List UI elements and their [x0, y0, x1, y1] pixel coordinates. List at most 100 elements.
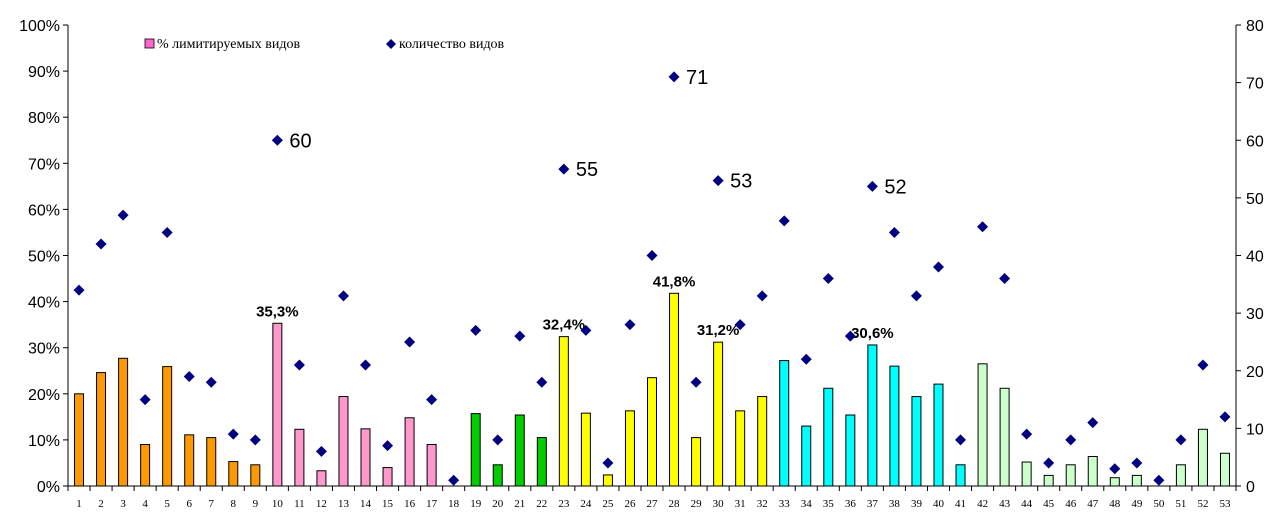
bar	[580, 412, 591, 487]
left-y-tick-label: 90%	[28, 64, 60, 81]
x-tick-label: 47	[1087, 498, 1099, 510]
left-y-tick-label: 40%	[28, 295, 60, 312]
point-marker	[1087, 417, 1099, 429]
x-tick-label: 6	[186, 498, 192, 510]
x-tick-label: 10	[272, 498, 284, 510]
bar	[536, 437, 547, 487]
point-marker	[448, 474, 460, 486]
legend-swatch-bar	[144, 38, 155, 49]
point-marker	[315, 445, 327, 457]
bar	[801, 425, 812, 487]
point-marker	[492, 434, 504, 446]
x-tick-label: 40	[933, 498, 945, 510]
bar-data-label: 32,4%	[543, 317, 586, 334]
point-marker	[1197, 359, 1209, 371]
x-tick-label: 44	[1021, 498, 1033, 510]
x-tick-label: 39	[911, 498, 923, 510]
left-y-tick-label: 70%	[28, 156, 60, 173]
bar	[1175, 464, 1186, 487]
x-tick-label: 38	[889, 498, 901, 510]
bar-data-label: 41,8%	[653, 273, 696, 290]
point-marker	[955, 434, 967, 446]
x-tick-label: 2	[98, 498, 104, 510]
point-marker	[910, 290, 922, 302]
x-tick-label: 35	[823, 498, 835, 510]
point-marker	[470, 324, 482, 336]
legend-label-bar: % лимитируемых видов	[157, 37, 300, 52]
point-marker	[205, 376, 217, 388]
x-tick-label: 42	[977, 498, 988, 510]
x-tick-label: 4	[142, 498, 148, 510]
bar	[96, 372, 107, 487]
x-tick-label: 36	[845, 498, 857, 510]
bar	[426, 444, 437, 487]
x-tick-label: 29	[691, 498, 703, 510]
point-marker	[1131, 457, 1143, 469]
bar	[162, 366, 173, 487]
x-tick-label: 22	[536, 498, 547, 510]
point-marker	[1175, 434, 1187, 446]
point-marker	[558, 163, 570, 175]
x-tick-label: 18	[448, 498, 460, 510]
point-marker	[117, 209, 129, 221]
bar	[669, 292, 680, 487]
bar	[647, 377, 657, 487]
x-tick-label: 13	[338, 498, 350, 510]
x-tick-label: 50	[1153, 498, 1165, 510]
point-marker	[1153, 474, 1165, 486]
x-tick-label: 8	[231, 498, 237, 510]
bar	[492, 464, 503, 487]
legend-label-points: количество видов	[399, 37, 505, 52]
point-marker	[1219, 411, 1231, 423]
x-tick-label: 11	[294, 498, 305, 510]
x-tick-label: 20	[492, 498, 504, 510]
bar-data-label: 30,6%	[851, 325, 894, 342]
x-tick-label: 9	[253, 498, 259, 510]
bar	[977, 363, 988, 487]
right-y-tick-label: 60	[1246, 133, 1264, 150]
bar-data-label: 31,2%	[697, 322, 740, 339]
bar	[1021, 461, 1032, 487]
point-marker	[1109, 463, 1121, 475]
right-y-tick-label: 40	[1246, 249, 1264, 266]
point-marker	[668, 71, 680, 83]
x-tick-label: 15	[382, 498, 394, 510]
bar	[999, 387, 1010, 487]
right-y-tick-label: 80	[1246, 18, 1264, 35]
x-tick-label: 16	[404, 498, 416, 510]
point-marker	[602, 457, 614, 469]
x-tick-label: 37	[867, 498, 879, 510]
x-tick-label: 28	[669, 498, 681, 510]
left-y-tick-label: 50%	[28, 249, 60, 266]
left-y-tick-label: 100%	[19, 18, 60, 35]
left-y-tick-label: 10%	[28, 433, 60, 450]
bar	[757, 396, 768, 487]
right-y-tick-label: 30	[1246, 306, 1264, 323]
point-data-label: 52	[884, 176, 906, 198]
bar	[1065, 464, 1076, 487]
point-marker	[1065, 434, 1077, 446]
bar	[735, 410, 746, 487]
point-marker	[271, 134, 283, 146]
bar	[779, 360, 790, 487]
point-marker	[293, 359, 305, 371]
x-tick-label: 43	[999, 498, 1011, 510]
point-marker	[95, 238, 107, 250]
x-tick-label: 48	[1109, 498, 1121, 510]
point-marker	[844, 330, 856, 342]
bar	[602, 474, 613, 487]
bar	[691, 437, 702, 487]
point-marker	[337, 290, 349, 302]
point-marker	[426, 394, 438, 406]
bar	[514, 414, 525, 487]
point-data-label: 55	[576, 159, 598, 181]
point-data-label: 60	[289, 130, 311, 152]
x-tick-label: 24	[580, 498, 592, 510]
point-marker	[822, 273, 834, 285]
x-tick-label: 46	[1065, 498, 1077, 510]
bar	[316, 470, 327, 487]
x-tick-label: 25	[602, 498, 614, 510]
bar	[184, 434, 195, 487]
